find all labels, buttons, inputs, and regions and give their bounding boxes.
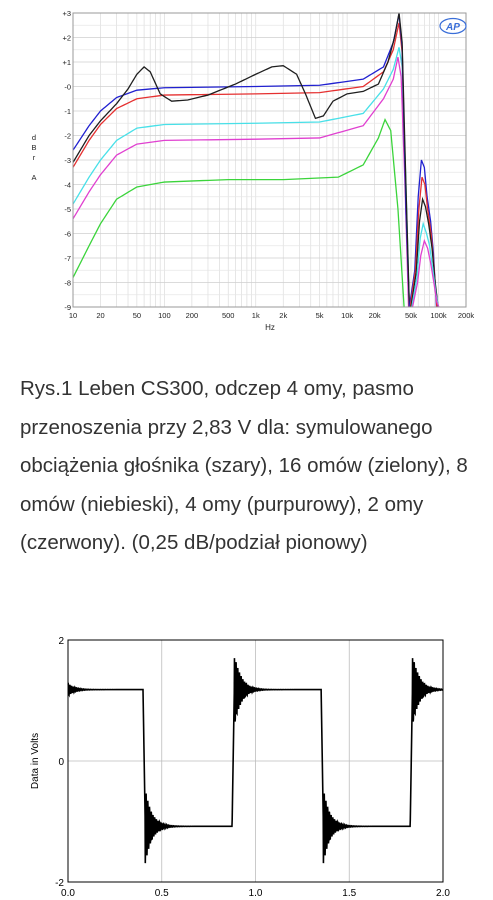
x-tick-label: 1k xyxy=(252,311,260,320)
hf-series-line xyxy=(410,196,439,307)
y-tick-label: -2 xyxy=(55,878,64,889)
square-y-ticks: 2 0 -2 xyxy=(55,636,64,889)
x-tick-label: 0.0 xyxy=(61,888,75,899)
x-tick-label: 10k xyxy=(341,311,353,320)
series-line xyxy=(73,117,405,307)
frequency-series xyxy=(73,13,440,307)
y-tick-label: -1 xyxy=(64,107,71,116)
y-axis-label-char: d xyxy=(32,133,36,142)
x-tick-label: 20k xyxy=(369,311,381,320)
x-tick-label: 200k xyxy=(458,311,475,320)
figure-caption: Rys.1 Leben CS300, odczep 4 omy, pasmo p… xyxy=(20,377,468,554)
square-grid xyxy=(68,640,443,882)
hf-series-line xyxy=(411,238,440,307)
frequency-x-axis-label: Hz xyxy=(265,323,275,332)
square-x-ticks: 0.0 0.5 1.0 1.5 2.0 xyxy=(61,888,450,899)
series-line xyxy=(73,13,411,307)
y-tick-label: -5 xyxy=(64,205,71,214)
plot-frame xyxy=(67,639,444,883)
y-tick-label: 2 xyxy=(58,636,64,647)
frequency-x-ticks: 10 20 50 100 200 500 1k 2k 5k 10k 20k 50k 100k 200k xyxy=(69,311,475,320)
y-tick-label: 0 xyxy=(58,757,64,768)
x-tick-label: 100 xyxy=(158,311,171,320)
plot-frame xyxy=(72,12,467,308)
x-tick-label: 2.0 xyxy=(436,888,450,899)
x-tick-label: 5k xyxy=(316,311,324,320)
square-wave-chart: 2 0 -2 0.0 0.5 1.0 1.5 2.0 Data in Volts xyxy=(0,630,493,900)
ap-logo: AP xyxy=(439,17,467,35)
x-tick-label: 1.0 xyxy=(249,888,263,899)
square-y-axis-label: Data in Volts xyxy=(30,733,41,789)
y-tick-label: -4 xyxy=(64,181,71,190)
y-tick-label: -3 xyxy=(64,156,71,165)
x-tick-label: 10 xyxy=(69,311,77,320)
y-tick-label: +2 xyxy=(62,34,71,43)
x-tick-label: 2k xyxy=(279,311,287,320)
y-tick-label: -6 xyxy=(64,230,71,239)
series-line xyxy=(73,47,411,307)
y-axis-label-char: A xyxy=(31,173,36,182)
x-tick-label: 20 xyxy=(96,311,104,320)
y-tick-label: +3 xyxy=(62,9,71,18)
x-tick-label: 100k xyxy=(430,311,447,320)
y-tick-label: -8 xyxy=(64,279,71,288)
frequency-response-chart: +3 +2 +1 -0 -1 -2 -3 -4 -5 -6 -7 -8 -9 10 20 50 100 200 5… xyxy=(0,0,493,345)
frequency-y-ticks: +3 +2 +1 -0 -1 -2 -3 -4 -5 -6 -7 -8 -9 xyxy=(62,9,71,312)
y-tick-label: -0 xyxy=(64,83,71,92)
y-axis-label-char: r xyxy=(33,153,36,162)
x-tick-label: 0.5 xyxy=(155,888,169,899)
y-tick-label: +1 xyxy=(62,58,71,67)
y-tick-label: -2 xyxy=(64,132,71,141)
y-tick-label: -9 xyxy=(64,303,71,312)
frequency-y-axis-label: dBr A xyxy=(31,133,36,182)
y-tick-label: -7 xyxy=(64,254,71,263)
ap-logo-text: AP xyxy=(445,22,460,33)
y-axis-label-char: B xyxy=(31,143,36,152)
chart-background xyxy=(0,630,493,900)
x-tick-label: 200 xyxy=(186,311,199,320)
square-wave-series xyxy=(67,658,444,864)
x-tick-label: 50k xyxy=(405,311,417,320)
x-tick-label: 500 xyxy=(222,311,235,320)
series-line xyxy=(73,56,410,307)
x-tick-label: 50 xyxy=(133,311,141,320)
x-tick-label: 1.5 xyxy=(342,888,356,899)
